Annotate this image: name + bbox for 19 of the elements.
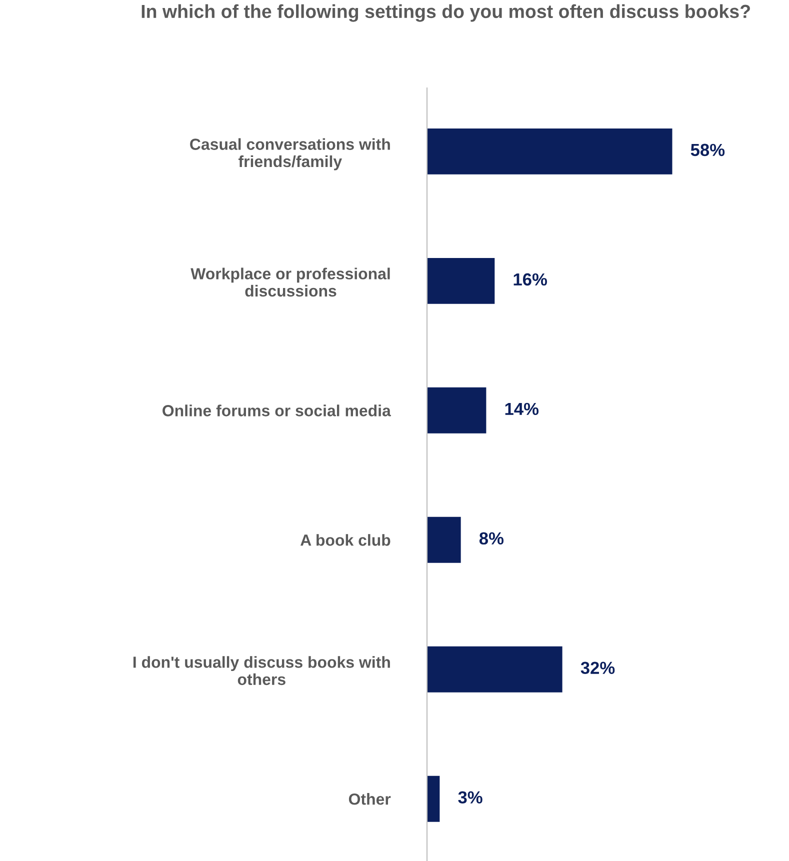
y-tick-label: Workplace or professional discussions [190, 268, 390, 297]
data-label: 32% [580, 662, 615, 674]
chart-title: In which of the following settings do you most often discuss books? [142, 4, 750, 22]
bar [427, 646, 562, 692]
data-label: 3% [458, 791, 482, 804]
y-tick-label: A book club [300, 534, 390, 546]
data-label: 14% [505, 402, 539, 416]
y-tick-label: Online forums or social media [162, 404, 392, 416]
bar [427, 258, 495, 304]
y-tick-label: Other [348, 793, 391, 805]
data-label: 16% [514, 273, 547, 286]
bar [427, 776, 440, 822]
y-tick-label: Casual conversations with friends/family [190, 138, 390, 170]
bar [427, 128, 672, 174]
data-label: 58% [690, 144, 725, 156]
y-tick-label: I don't usually discuss books with others [133, 656, 390, 686]
bar [427, 387, 486, 434]
data-label: 8% [479, 532, 504, 545]
bar [427, 516, 461, 563]
